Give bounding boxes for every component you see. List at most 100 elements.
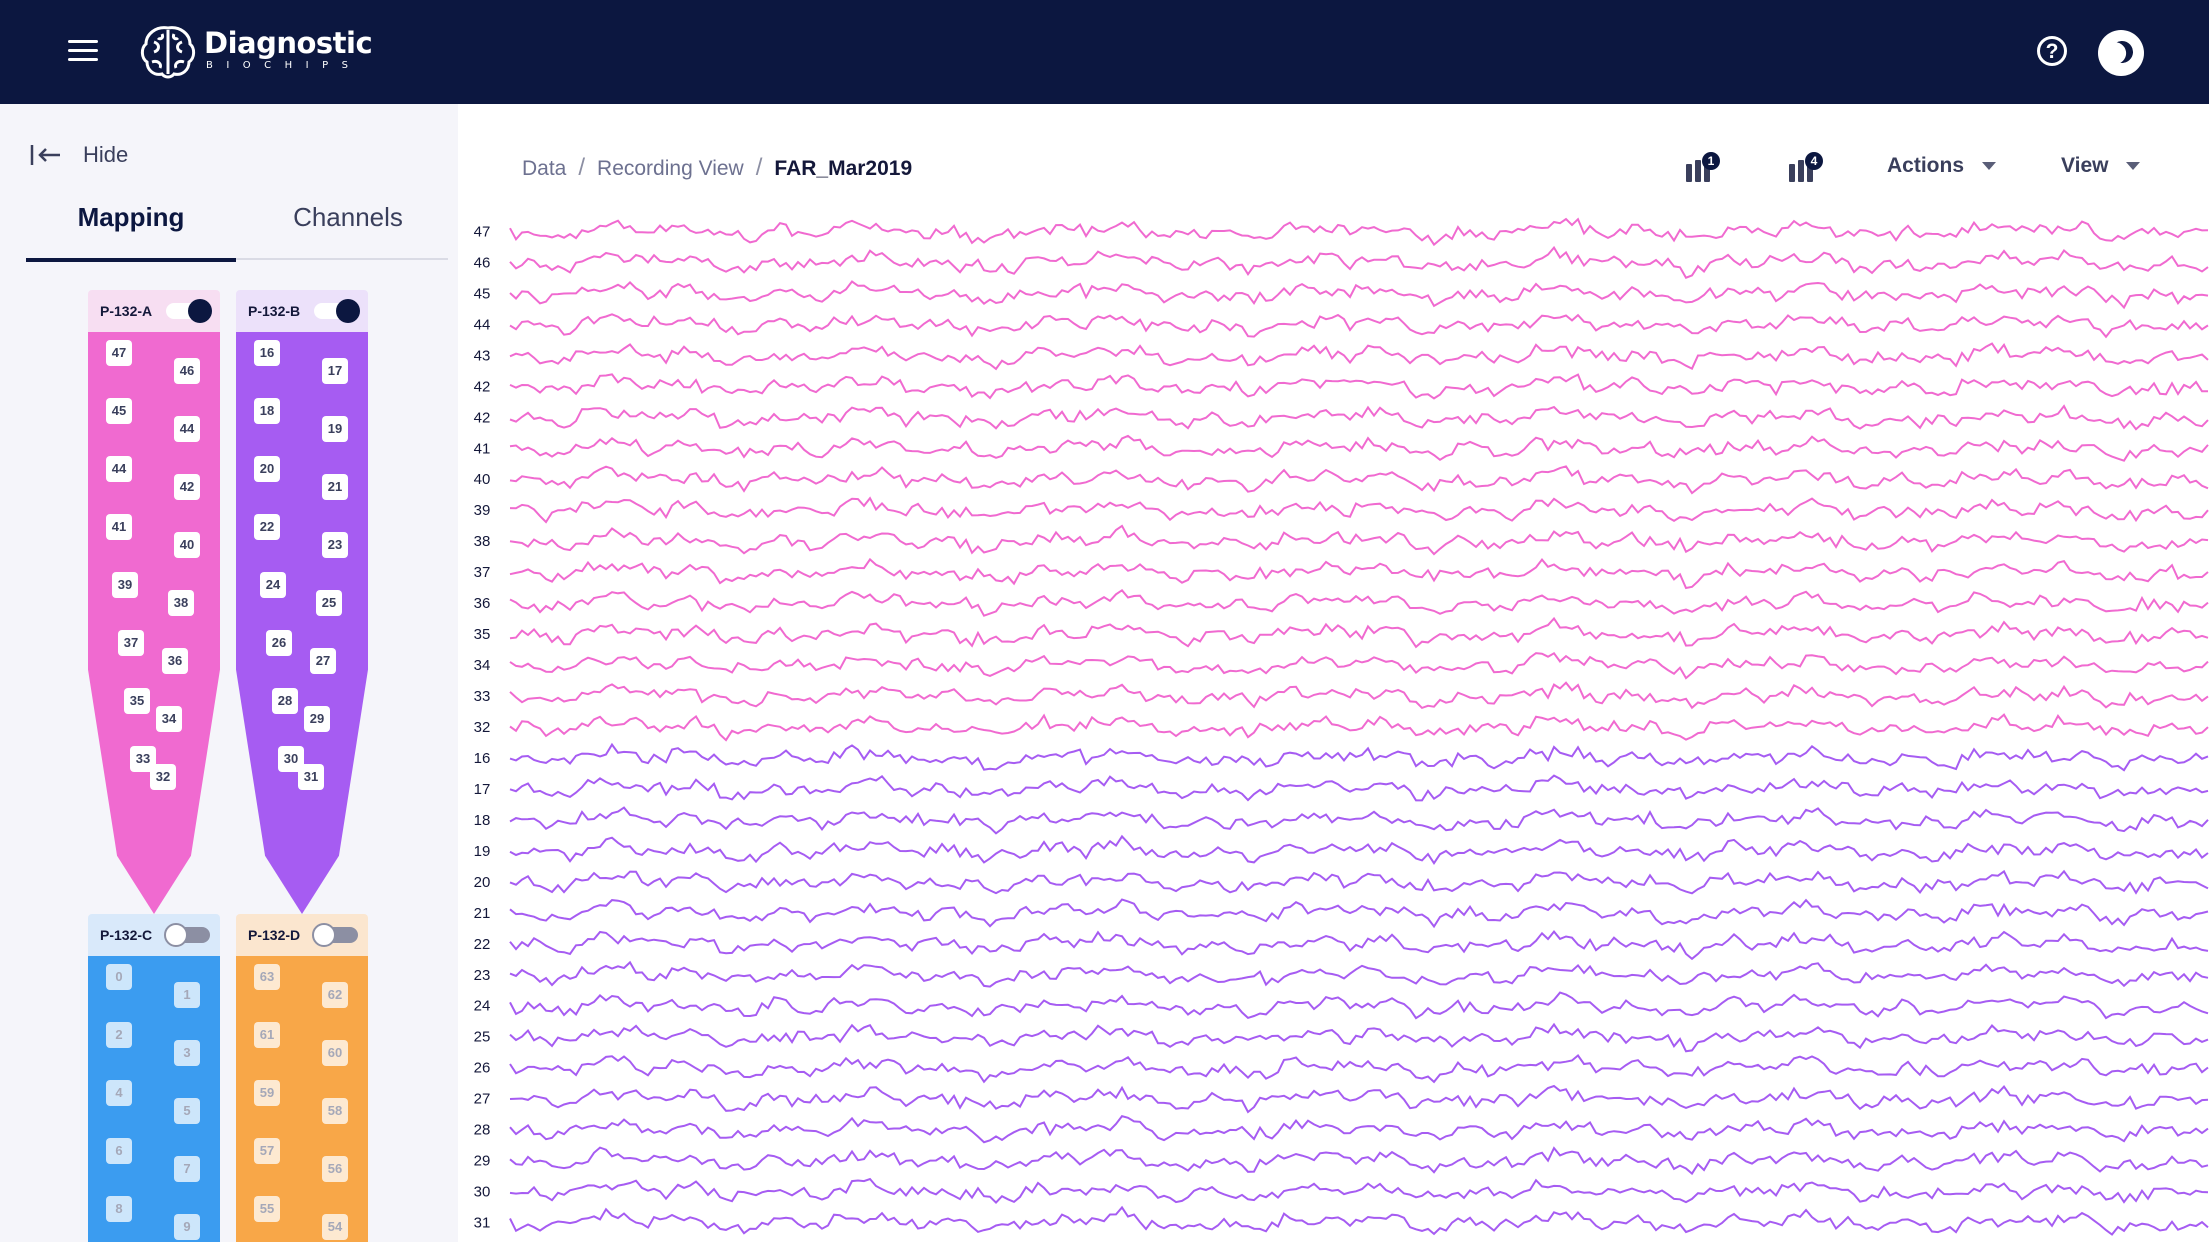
breadcrumb: Data / Recording View / FAR_Mar2019 <box>522 154 912 182</box>
hamburger-menu-icon[interactable] <box>68 40 98 64</box>
channel-chip[interactable]: 18 <box>254 398 280 424</box>
breadcrumb-current: FAR_Mar2019 <box>774 157 913 180</box>
breadcrumb-recording-view[interactable]: Recording View <box>597 157 744 180</box>
channel-chip[interactable]: 32 <box>150 764 176 790</box>
channel-trace <box>509 1115 2209 1144</box>
channel-chip[interactable]: 26 <box>266 630 292 656</box>
channel-chip[interactable]: 17 <box>322 358 348 384</box>
channel-trace <box>509 834 2209 866</box>
channel-chip[interactable]: 3 <box>174 1040 200 1066</box>
channel-group-tool-button[interactable]: 1 <box>1680 148 1720 188</box>
channel-label: 42 <box>474 378 491 395</box>
actions-dropdown[interactable]: Actions <box>1887 154 1997 178</box>
probe-enable-toggle[interactable] <box>314 299 360 323</box>
channel-chip[interactable]: 2 <box>106 1022 132 1048</box>
channel-group-tool-button-2[interactable]: 4 <box>1783 148 1823 188</box>
channel-trace <box>509 774 2209 802</box>
channel-chip[interactable]: 19 <box>322 416 348 442</box>
channel-trace <box>509 1054 2209 1084</box>
channel-chip[interactable]: 45 <box>106 398 132 424</box>
channel-chip[interactable]: 31 <box>298 764 324 790</box>
channel-chip[interactable]: 35 <box>124 688 150 714</box>
channel-label: 36 <box>474 595 491 612</box>
channel-label: 29 <box>474 1153 491 1170</box>
probe-name: P-132-D <box>248 927 301 943</box>
channel-label: 41 <box>474 440 491 457</box>
channel-chip[interactable]: 37 <box>118 630 144 656</box>
count-badge: 4 <box>1805 152 1823 170</box>
channel-chip[interactable]: 4 <box>106 1080 132 1106</box>
channel-chip[interactable]: 55 <box>254 1196 280 1222</box>
channel-trace <box>509 588 2209 617</box>
channel-chip[interactable]: 39 <box>112 572 138 598</box>
channel-chip[interactable]: 0 <box>106 964 132 990</box>
channel-chip[interactable]: 54 <box>322 1214 348 1240</box>
tab-mapping[interactable]: Mapping <box>26 202 236 262</box>
channel-chip[interactable]: 59 <box>254 1080 280 1106</box>
breadcrumb-data[interactable]: Data <box>522 157 567 180</box>
channel-chip[interactable]: 24 <box>260 572 286 598</box>
channel-chip[interactable]: 9 <box>174 1214 200 1240</box>
probe-header: P-132-A <box>88 290 220 332</box>
channel-trace <box>509 313 2209 339</box>
channel-chip[interactable]: 29 <box>304 706 330 732</box>
question-circle-icon[interactable]: ? <box>2037 36 2067 66</box>
channel-label: 17 <box>474 781 491 798</box>
toggle-knob <box>188 299 212 323</box>
channel-label: 24 <box>474 998 491 1015</box>
tab-channels[interactable]: Channels <box>293 202 403 232</box>
view-dropdown[interactable]: View <box>2061 154 2141 178</box>
channel-label: 31 <box>474 1215 491 1232</box>
probe-enable-toggle[interactable] <box>166 299 212 323</box>
channel-chip[interactable]: 28 <box>272 688 298 714</box>
channel-chip[interactable]: 63 <box>254 964 280 990</box>
channel-trace <box>509 373 2208 400</box>
channel-label: 26 <box>474 1060 491 1077</box>
channel-chip[interactable]: 7 <box>174 1156 200 1182</box>
channel-chip[interactable]: 6 <box>106 1138 132 1164</box>
channel-chip[interactable]: 22 <box>254 514 280 540</box>
trace-viewer[interactable]: 47 46 45 44 43 42 42 41 40 39 38 37 36 35 34 33 32 16 17 18… <box>458 208 2209 1242</box>
channel-chip[interactable]: 23 <box>322 532 348 558</box>
channel-chip[interactable]: 60 <box>322 1040 348 1066</box>
probe-header: P-132-B <box>236 290 368 332</box>
channel-chip[interactable]: 41 <box>106 514 132 540</box>
channel-chip[interactable]: 46 <box>174 358 200 384</box>
probe-enable-toggle[interactable] <box>164 923 210 947</box>
channel-label: 46 <box>474 254 491 271</box>
channel-label: 45 <box>474 285 491 302</box>
channel-trace <box>509 404 2209 431</box>
channel-chip[interactable]: 36 <box>162 648 188 674</box>
channel-trace <box>509 280 2209 310</box>
channel-chip[interactable]: 34 <box>156 706 182 732</box>
channel-chip[interactable]: 27 <box>310 648 336 674</box>
channel-chip[interactable]: 44 <box>174 416 200 442</box>
channel-label: 19 <box>474 843 491 860</box>
channel-chip[interactable]: 21 <box>322 474 348 500</box>
channel-trace <box>509 1022 2209 1053</box>
channel-label: 25 <box>474 1029 491 1046</box>
channel-chip[interactable]: 20 <box>254 456 280 482</box>
channel-trace <box>509 496 2209 524</box>
channel-chip[interactable]: 1 <box>174 982 200 1008</box>
channel-chip[interactable]: 56 <box>322 1156 348 1182</box>
channel-chip[interactable]: 58 <box>322 1098 348 1124</box>
channel-chip[interactable]: 42 <box>174 474 200 500</box>
channel-chip[interactable]: 38 <box>168 590 194 616</box>
channel-label: 16 <box>474 750 491 767</box>
channel-chip[interactable]: 40 <box>174 532 200 558</box>
channel-chip[interactable]: 47 <box>106 340 132 366</box>
channel-chip[interactable]: 8 <box>106 1196 132 1222</box>
channel-trace <box>509 434 2209 462</box>
channel-chip[interactable]: 5 <box>174 1098 200 1124</box>
channel-trace <box>509 217 2209 247</box>
channel-chip[interactable]: 44 <box>106 456 132 482</box>
channel-chip[interactable]: 25 <box>316 590 342 616</box>
channel-chip[interactable]: 62 <box>322 982 348 1008</box>
toggle-knob <box>336 299 360 323</box>
channel-chip[interactable]: 61 <box>254 1022 280 1048</box>
channel-chip[interactable]: 16 <box>254 340 280 366</box>
probe-enable-toggle[interactable] <box>312 923 358 947</box>
channel-chip[interactable]: 57 <box>254 1138 280 1164</box>
moon-icon[interactable] <box>2098 30 2144 76</box>
